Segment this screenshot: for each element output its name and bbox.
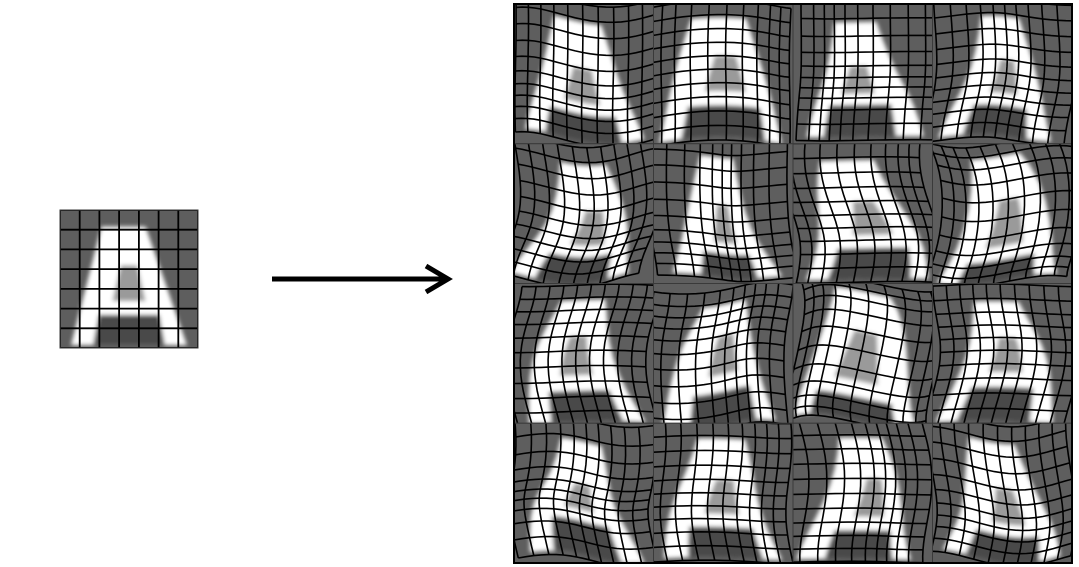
deformed-sample — [513, 422, 654, 564]
grid-lines — [932, 4, 1072, 144]
grid-lines — [795, 4, 933, 142]
right-arrow-icon — [272, 263, 453, 295]
letter-a-glyph — [796, 437, 912, 560]
grid-lines — [514, 143, 654, 284]
grid-lines — [932, 143, 1072, 284]
grid-lines — [514, 283, 654, 424]
deformed-sample — [792, 283, 933, 424]
source-tile — [59, 209, 199, 349]
deformed-sample — [513, 143, 654, 284]
grid-lines — [653, 423, 793, 563]
grid-lines — [653, 4, 792, 144]
deformed-sample — [653, 3, 794, 145]
grid-lines — [932, 423, 1072, 563]
deformed-sample — [513, 3, 654, 145]
grid-lines — [793, 283, 933, 424]
deformed-sample — [932, 283, 1073, 424]
grid-lines — [653, 283, 793, 424]
deformed-sample — [932, 3, 1073, 145]
deformed-sample — [513, 283, 654, 424]
deformed-sample — [932, 143, 1073, 284]
deformed-sample — [653, 283, 794, 424]
deformed-sample — [792, 143, 933, 284]
grid-frame — [513, 3, 1073, 564]
deformed-sample — [653, 143, 794, 284]
grid-lines — [514, 423, 654, 563]
deformed-sample — [792, 422, 933, 564]
deformed-sample — [932, 422, 1073, 564]
grid-lines — [793, 143, 933, 284]
grid-lines — [60, 210, 198, 348]
deformed-samples-grid — [513, 3, 1073, 564]
source-letter-tile — [59, 209, 199, 349]
grid-lines — [932, 283, 1072, 424]
grid-lines — [653, 143, 793, 283]
deformed-sample — [792, 3, 933, 145]
deformed-sample — [653, 422, 794, 564]
